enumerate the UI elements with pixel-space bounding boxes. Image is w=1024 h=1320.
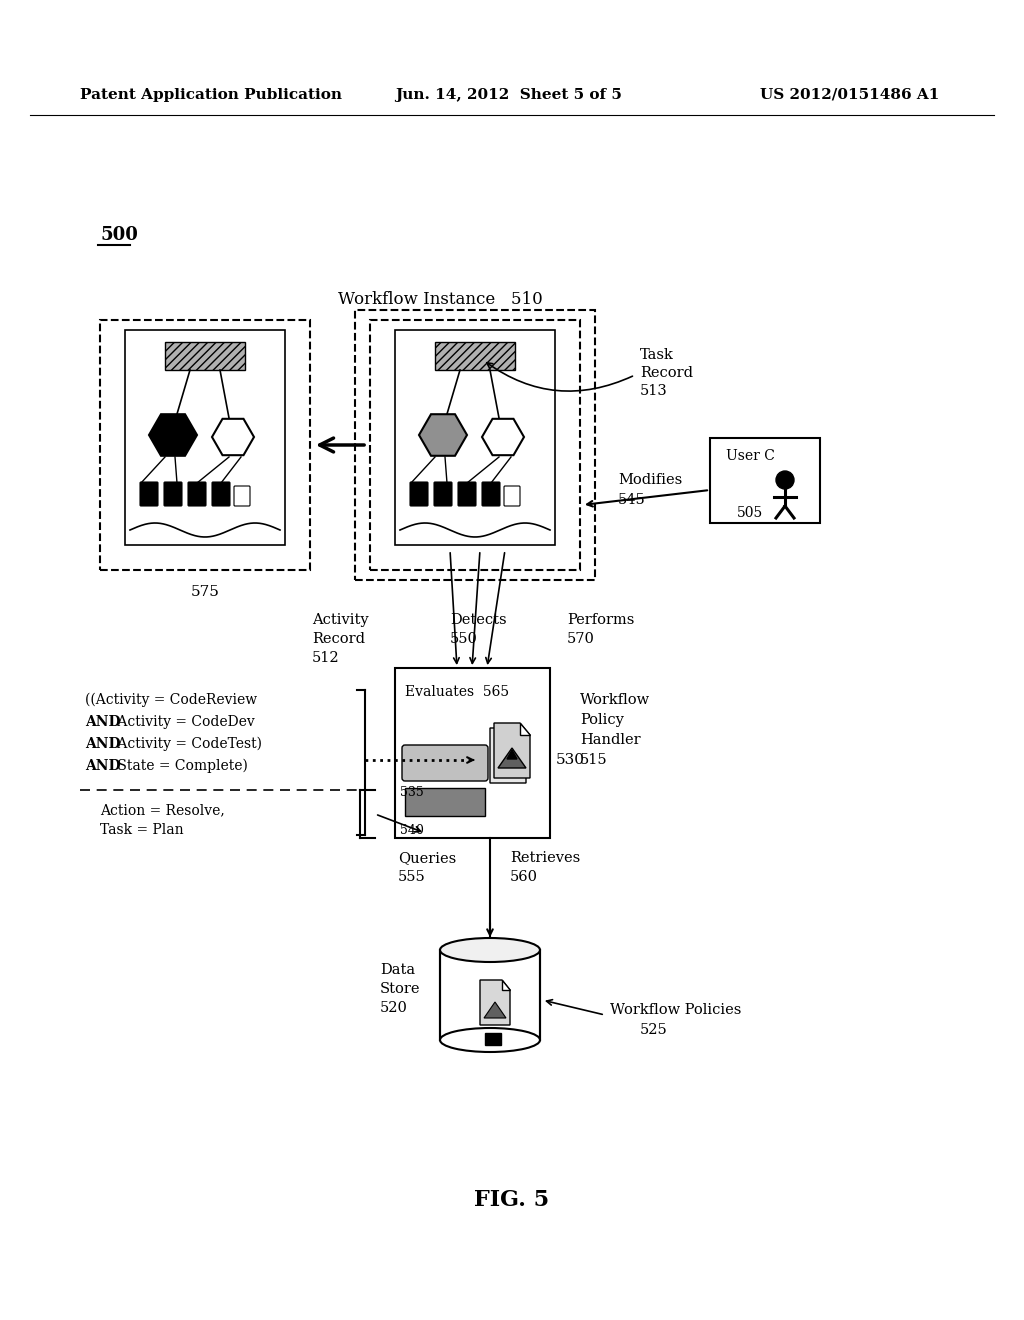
FancyBboxPatch shape (440, 950, 540, 1040)
Text: 550: 550 (450, 632, 478, 645)
FancyBboxPatch shape (164, 482, 182, 506)
Polygon shape (507, 750, 517, 759)
Text: Store: Store (380, 982, 421, 997)
Polygon shape (484, 1002, 506, 1018)
Text: 515: 515 (580, 752, 607, 767)
Text: User C: User C (726, 449, 774, 463)
Text: AND: AND (85, 737, 121, 751)
Polygon shape (498, 748, 526, 768)
FancyBboxPatch shape (165, 342, 245, 370)
FancyBboxPatch shape (212, 482, 230, 506)
Text: Detects: Detects (450, 612, 507, 627)
Polygon shape (480, 979, 510, 1026)
Text: US 2012/0151486 A1: US 2012/0151486 A1 (760, 88, 939, 102)
Text: AND: AND (85, 715, 121, 729)
Text: 520: 520 (380, 1001, 408, 1015)
Text: 525: 525 (640, 1023, 668, 1038)
Text: 555: 555 (398, 870, 426, 884)
FancyBboxPatch shape (402, 744, 488, 781)
Text: Task = Plan: Task = Plan (100, 822, 183, 837)
Text: Jun. 14, 2012  Sheet 5 of 5: Jun. 14, 2012 Sheet 5 of 5 (395, 88, 622, 102)
FancyBboxPatch shape (395, 668, 550, 838)
FancyBboxPatch shape (234, 486, 250, 506)
Text: 535: 535 (400, 787, 424, 800)
Text: Evaluates  565: Evaluates 565 (406, 685, 509, 700)
FancyBboxPatch shape (434, 482, 452, 506)
Text: Data: Data (380, 964, 415, 977)
FancyBboxPatch shape (100, 319, 310, 570)
Text: Action = Resolve,: Action = Resolve, (100, 803, 224, 817)
Text: 545: 545 (618, 492, 646, 507)
FancyBboxPatch shape (125, 330, 285, 545)
Text: Task: Task (640, 348, 674, 362)
Text: Workflow: Workflow (580, 693, 650, 708)
Text: 575: 575 (190, 585, 219, 599)
FancyBboxPatch shape (485, 1034, 501, 1045)
Text: 540: 540 (400, 824, 424, 837)
Text: Retrieves: Retrieves (510, 851, 581, 865)
Polygon shape (494, 723, 530, 777)
Ellipse shape (440, 939, 540, 962)
Text: 500: 500 (100, 226, 138, 244)
Text: Activity = CodeDev: Activity = CodeDev (113, 715, 255, 729)
Polygon shape (520, 723, 530, 735)
Polygon shape (502, 979, 510, 990)
FancyBboxPatch shape (435, 342, 515, 370)
Text: Queries: Queries (398, 851, 457, 865)
Text: Modifies: Modifies (618, 473, 682, 487)
Text: Workflow Policies: Workflow Policies (610, 1003, 741, 1016)
Text: AND: AND (85, 759, 121, 774)
FancyBboxPatch shape (355, 310, 595, 579)
Text: 570: 570 (567, 632, 595, 645)
Text: Activity: Activity (312, 612, 369, 627)
FancyBboxPatch shape (482, 482, 500, 506)
Text: Patent Application Publication: Patent Application Publication (80, 88, 342, 102)
Text: Handler: Handler (580, 733, 641, 747)
Text: Policy: Policy (580, 713, 624, 727)
Text: State = Complete): State = Complete) (113, 759, 248, 774)
FancyBboxPatch shape (710, 438, 820, 523)
Text: 513: 513 (640, 384, 668, 399)
FancyBboxPatch shape (410, 482, 428, 506)
Circle shape (776, 471, 794, 488)
FancyBboxPatch shape (406, 788, 485, 816)
Text: Performs: Performs (567, 612, 635, 627)
Polygon shape (490, 729, 526, 783)
Text: Activity = CodeTest): Activity = CodeTest) (113, 737, 262, 751)
FancyBboxPatch shape (188, 482, 206, 506)
Text: FIG. 5: FIG. 5 (474, 1189, 550, 1210)
FancyBboxPatch shape (140, 482, 158, 506)
Text: 512: 512 (312, 651, 340, 665)
Text: Workflow Instance   510: Workflow Instance 510 (338, 292, 543, 309)
Text: Record: Record (312, 632, 365, 645)
FancyBboxPatch shape (370, 319, 580, 570)
Text: 505: 505 (737, 506, 763, 520)
FancyBboxPatch shape (395, 330, 555, 545)
Ellipse shape (440, 1028, 540, 1052)
Text: 530: 530 (556, 752, 585, 767)
FancyBboxPatch shape (504, 486, 520, 506)
Text: 560: 560 (510, 870, 538, 884)
FancyBboxPatch shape (458, 482, 476, 506)
Text: ((Activity = CodeReview: ((Activity = CodeReview (85, 693, 257, 708)
Text: Record: Record (640, 366, 693, 380)
